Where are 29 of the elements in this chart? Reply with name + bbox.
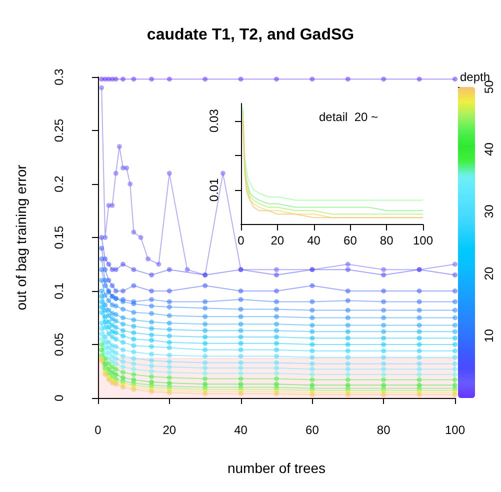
x-tick-label: 60 — [344, 234, 358, 248]
x-tick-label: 100 — [412, 234, 434, 248]
x-tick-label: 20 — [270, 234, 284, 248]
y-axis-title: out of bag training error — [13, 164, 29, 310]
color-bar-label: 10 — [482, 328, 496, 342]
x-tick-label: 80 — [380, 234, 394, 248]
y-tick-label: 0.25 — [52, 118, 66, 142]
color-bar-label: 20 — [482, 266, 496, 280]
x-tick-label: 0 — [238, 234, 245, 248]
y-tick-label: 0.15 — [52, 226, 66, 250]
x-tick-label: 80 — [376, 423, 391, 437]
x-tick-label: 40 — [307, 234, 321, 248]
y-tick-label: 0.05 — [52, 332, 66, 356]
x-axis-title: number of trees — [227, 460, 326, 476]
x-tick-label: 60 — [306, 423, 320, 437]
x-tick-label: 20 — [162, 423, 176, 437]
color-bar-label: 30 — [482, 204, 496, 218]
y-tick-label: 0.03 — [207, 108, 221, 132]
y-tick-label: 0.1 — [52, 282, 66, 300]
y-tick-label: 0.01 — [207, 178, 221, 202]
x-tick-label: 100 — [444, 423, 466, 437]
y-tick-label: 0 — [52, 394, 66, 402]
x-tick-label: 40 — [234, 423, 248, 437]
y-tick-label: 0.3 — [52, 68, 66, 86]
text: detail 20 ~ — [319, 110, 378, 124]
x-tick-label: 0 — [94, 423, 102, 437]
color-bar-label: 40 — [482, 142, 496, 156]
chart-title: caudate T1, T2, and GadSG — [146, 26, 354, 44]
y-tick-label: 0.2 — [52, 175, 66, 192]
